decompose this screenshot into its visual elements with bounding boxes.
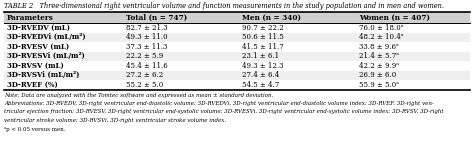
Text: 76.0 ± 18.0ᵃ: 76.0 ± 18.0ᵃ [359,24,403,32]
Text: 55.9 ± 5.0ᵃ: 55.9 ± 5.0ᵃ [359,81,399,89]
Text: 45.4 ± 11.6: 45.4 ± 11.6 [126,62,168,70]
Text: Parameters: Parameters [7,13,54,22]
Bar [4,80,470,89]
Text: 37.3 ± 11.3: 37.3 ± 11.3 [126,43,167,51]
Text: 27.4 ± 6.4: 27.4 ± 6.4 [242,71,280,79]
Text: tricular ejection fraction; 3D-RVESV, 3D-right ventricular end-systolic volume; : tricular ejection fraction; 3D-RVESV, 3D… [4,110,444,115]
Text: 3D-RVEDV (mL): 3D-RVEDV (mL) [7,24,70,32]
Text: 49.3 ± 12.3: 49.3 ± 12.3 [242,62,284,70]
Text: Total (n = 747): Total (n = 747) [126,13,187,22]
Text: 3D-RVESV (mL): 3D-RVESV (mL) [7,43,69,51]
Text: 33.8 ± 9.6ᵃ: 33.8 ± 9.6ᵃ [359,43,399,51]
Bar [4,12,470,23]
Text: 41.5 ± 11.7: 41.5 ± 11.7 [242,43,284,51]
Bar [4,71,470,80]
Text: ᵃp < 0.05 versus men.: ᵃp < 0.05 versus men. [4,126,65,131]
Bar [4,33,470,42]
Bar [4,42,470,51]
Text: 3D-RVSVi (mL/m²): 3D-RVSVi (mL/m²) [7,71,79,79]
Text: ventricular stroke volume; 3D-RVSVi, 3D-right ventricular stroke volume index.: ventricular stroke volume; 3D-RVSVi, 3D-… [4,118,226,123]
Text: 3D-RVEDVi (mL/m²): 3D-RVEDVi (mL/m²) [7,33,86,41]
Text: 21.4 ± 5.7ᵃ: 21.4 ± 5.7ᵃ [359,52,399,60]
Bar [4,61,470,71]
Text: TABLE 2   Three-dimensional right ventricular volume and function measurements i: TABLE 2 Three-dimensional right ventricu… [4,2,444,10]
Text: Men (n = 340): Men (n = 340) [242,13,301,22]
Text: 22.2 ± 5.9: 22.2 ± 5.9 [126,52,163,60]
Text: 23.1 ± 6.1: 23.1 ± 6.1 [242,52,280,60]
Text: 3D-RVEF (%): 3D-RVEF (%) [7,81,58,89]
Text: 55.2 ± 5.0: 55.2 ± 5.0 [126,81,163,89]
Text: 50.6 ± 11.5: 50.6 ± 11.5 [242,33,284,41]
Text: 42.2 ± 9.9ᵃ: 42.2 ± 9.9ᵃ [359,62,399,70]
Text: 26.9 ± 6.0: 26.9 ± 6.0 [359,71,396,79]
Text: 27.2 ± 6.2: 27.2 ± 6.2 [126,71,163,79]
Text: 3D-RVESVi (mL/m²): 3D-RVESVi (mL/m²) [7,52,85,60]
Text: 90.7 ± 22.2: 90.7 ± 22.2 [242,24,284,32]
Text: Note: Data are analyzed with the Tomtec software and expressed as mean ± standar: Note: Data are analyzed with the Tomtec … [4,92,273,97]
Text: 49.3 ± 11.0: 49.3 ± 11.0 [126,33,167,41]
Text: 54.5 ± 4.7: 54.5 ± 4.7 [242,81,280,89]
Text: Abbreviations: 3D-RVEDV, 3D-right ventricular end-diastolic volume; 3D-RVEDVi, 3: Abbreviations: 3D-RVEDV, 3D-right ventri… [4,101,434,106]
Bar [4,51,470,61]
Text: 48.2 ± 10.4ᵃ: 48.2 ± 10.4ᵃ [359,33,403,41]
Text: 3D-RVSV (mL): 3D-RVSV (mL) [7,62,64,70]
Text: 82.7 ± 21.3: 82.7 ± 21.3 [126,24,167,32]
Bar [4,23,470,33]
Text: Women (n = 407): Women (n = 407) [359,13,430,22]
